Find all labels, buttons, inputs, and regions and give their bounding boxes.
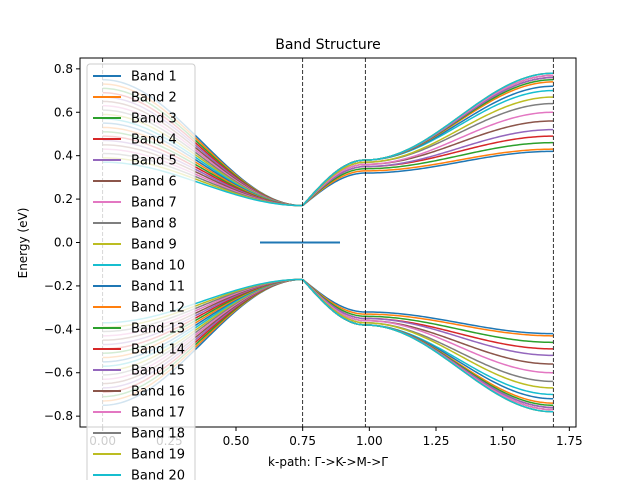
legend-entry-label: Band 5 bbox=[131, 154, 177, 169]
chart-title: Band Structure bbox=[275, 37, 381, 53]
y-tick-label: −0.2 bbox=[44, 279, 73, 293]
x-tick-label: 1.75 bbox=[556, 434, 583, 448]
y-tick-label: −0.6 bbox=[44, 366, 73, 380]
legend-entry-label: Band 11 bbox=[131, 280, 185, 295]
legend-entry-label: Band 19 bbox=[131, 448, 185, 463]
y-tick-label: 0.2 bbox=[54, 192, 73, 206]
y-tick-label: 0.4 bbox=[54, 149, 73, 163]
y-tick-label: −0.8 bbox=[44, 409, 73, 423]
legend-entry-label: Band 10 bbox=[131, 259, 185, 274]
x-axis-label: k-path: Γ->K->M->Γ bbox=[268, 455, 388, 469]
legend-entry-label: Band 6 bbox=[131, 175, 177, 190]
legend-entry-label: Band 16 bbox=[131, 385, 185, 400]
y-tick-label: 0.8 bbox=[54, 62, 73, 76]
legend-entry-label: Band 12 bbox=[131, 301, 185, 316]
legend-entry-label: Band 17 bbox=[131, 406, 185, 421]
legend: Band 1 Band 2 Band 3 Band 4 Band 5 Band 6 Band… bbox=[86, 63, 196, 480]
legend-entry-label: Band 20 bbox=[131, 469, 185, 480]
legend-entry-label: Band 2 bbox=[131, 91, 177, 106]
legend-entry-label: Band 15 bbox=[131, 364, 185, 379]
x-tick-label: 1.50 bbox=[489, 434, 516, 448]
legend-entry-label: Band 7 bbox=[131, 196, 177, 211]
legend-entry-label: Band 14 bbox=[131, 343, 185, 358]
legend-entry-label: Band 13 bbox=[131, 322, 185, 337]
x-tick-label: 0.75 bbox=[289, 434, 316, 448]
y-tick-label: 0.0 bbox=[54, 236, 73, 250]
legend-entry-label: Band 4 bbox=[131, 133, 177, 148]
legend-entry-label: Band 9 bbox=[131, 238, 177, 253]
x-tick-label: 0.50 bbox=[223, 434, 250, 448]
legend-entry-label: Band 18 bbox=[131, 427, 185, 442]
y-axis-label: Energy (eV) bbox=[16, 208, 30, 279]
legend-entry-label: Band 8 bbox=[131, 217, 177, 232]
x-tick-label: 1.25 bbox=[423, 434, 450, 448]
legend-box bbox=[86, 63, 196, 480]
y-tick-label: 0.6 bbox=[54, 105, 73, 119]
legend-entry-label: Band 3 bbox=[131, 112, 177, 127]
legend-entry-label: Band 1 bbox=[131, 70, 177, 85]
y-tick-label: −0.4 bbox=[44, 322, 73, 336]
x-tick-label: 1.00 bbox=[356, 434, 383, 448]
